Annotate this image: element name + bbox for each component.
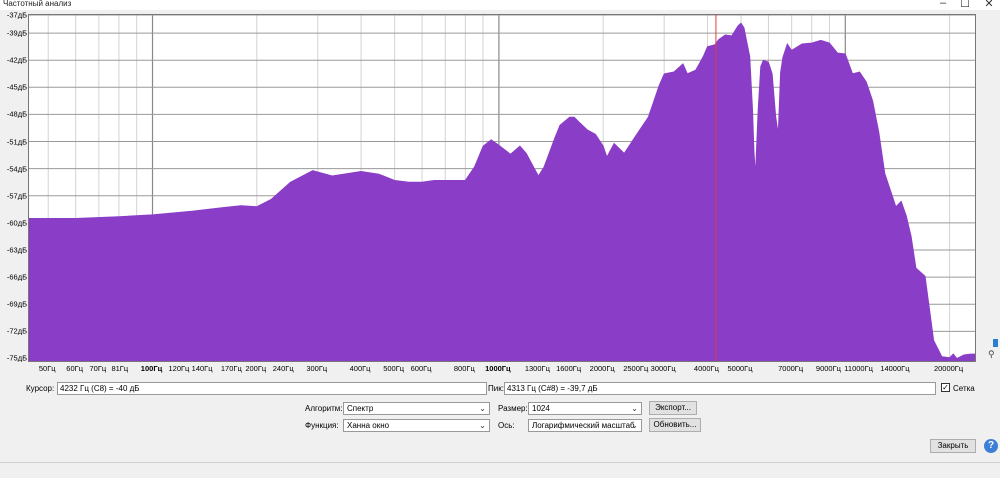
spectrum-chart: [29, 15, 975, 361]
y-tick-label: -60дБ: [6, 218, 27, 228]
refresh-button[interactable]: Обновить...: [649, 418, 701, 432]
peak-field[interactable]: 4313 Гц (C#8) = -39,7 дБ: [504, 382, 936, 395]
title-bar: Частотный анализ – ☐ ✕: [0, 0, 1000, 10]
axis-select[interactable]: Логарифмический масштаб ⌄: [528, 419, 642, 432]
y-tick-label: -69дБ: [6, 299, 27, 309]
y-tick-label: -42дБ: [6, 55, 27, 65]
x-tick-label: 2500Гц: [623, 364, 649, 373]
x-tick-label: 400Гц: [349, 364, 371, 373]
y-tick-label: -45дБ: [6, 82, 27, 92]
x-tick-label: 1300Гц: [524, 364, 550, 373]
y-tick-label: -48дБ: [6, 109, 27, 119]
y-tick-label: -63дБ: [6, 245, 27, 255]
y-tick-label: -75дБ: [6, 353, 27, 363]
grid-checkbox[interactable]: ✓: [941, 383, 950, 392]
maximize-button[interactable]: ☐: [960, 0, 970, 10]
peak-label: Пик:: [488, 384, 504, 393]
y-axis-labels: -37дБ -39дБ -42дБ -45дБ -48дБ -51дБ -54дБ -57дБ…: [0, 10, 27, 363]
y-tick-label: -51дБ: [6, 137, 27, 147]
algorithm-label: Алгоритм:: [305, 404, 343, 413]
axis-label: Ось:: [498, 421, 515, 430]
close-button[interactable]: Закрыть: [930, 439, 976, 453]
y-tick-label: -57дБ: [6, 191, 27, 201]
x-tick-label: 100Гц: [140, 364, 163, 373]
divider: [0, 462, 1000, 463]
chevron-down-icon: ⌄: [479, 421, 486, 430]
x-tick-label: 1000Гц: [485, 364, 511, 373]
x-tick-label: 60Гц: [66, 364, 84, 373]
help-button[interactable]: ?: [984, 439, 998, 453]
x-tick-label: 600Гц: [410, 364, 432, 373]
chevron-down-icon: ⌄: [479, 404, 486, 413]
y-tick-label: -66дБ: [6, 272, 27, 282]
scroll-thumb[interactable]: [993, 339, 998, 347]
y-tick-label: -39дБ: [6, 28, 27, 38]
x-tick-label: 70Гц: [89, 364, 107, 373]
x-tick-label: 300Гц: [306, 364, 328, 373]
y-tick-label: -37дБ: [6, 10, 27, 20]
x-tick-label: 14000Гц: [880, 364, 910, 373]
size-select[interactable]: 1024 ⌄: [528, 402, 642, 415]
x-tick-label: 200Гц: [245, 364, 267, 373]
x-tick-label: 81Гц: [111, 364, 129, 373]
x-tick-label: 170Гц: [220, 364, 242, 373]
x-tick-label: 2000Гц: [589, 364, 615, 373]
chevron-down-icon: ⌄: [631, 421, 638, 430]
zoom-icon[interactable]: ⚲: [988, 349, 995, 359]
x-tick-label: 800Гц: [453, 364, 475, 373]
cursor-label: Курсор:: [26, 384, 55, 393]
vertical-scrollbar[interactable]: [978, 14, 998, 362]
window-title: Частотный анализ: [3, 0, 72, 8]
function-label: Функция:: [305, 421, 339, 430]
x-axis-labels: 50Гц 60Гц 70Гц 81Гц 100Гц 120Гц 140Гц 170Гц 200Г…: [28, 362, 976, 374]
y-tick-label: -72дБ: [6, 326, 27, 336]
x-tick-label: 5000Гц: [727, 364, 753, 373]
x-tick-label: 11000Гц: [844, 364, 873, 373]
x-tick-label: 7000Гц: [778, 364, 804, 373]
grid-label: Сетка: [953, 384, 975, 393]
y-tick-label: -54дБ: [6, 164, 27, 174]
x-tick-label: 9000Гц: [815, 364, 841, 373]
x-tick-label: 1600Гц: [556, 364, 582, 373]
algorithm-value: Спектр: [347, 404, 374, 413]
minimize-button[interactable]: –: [939, 0, 947, 9]
spectrum-area: [29, 22, 975, 361]
x-tick-label: 3000Гц: [650, 364, 676, 373]
function-value: Ханна окно: [347, 421, 390, 430]
export-button[interactable]: Экспорт...: [649, 401, 697, 415]
x-tick-label: 500Гц: [383, 364, 405, 373]
function-select[interactable]: Ханна окно ⌄: [343, 419, 490, 432]
x-tick-label: 120Гц: [168, 364, 190, 373]
chevron-down-icon: ⌄: [631, 404, 638, 413]
x-tick-label: 140Гц: [191, 364, 213, 373]
axis-value: Логарифмический масштаб: [532, 421, 635, 430]
close-window-button[interactable]: ✕: [984, 0, 994, 10]
size-value: 1024: [532, 404, 550, 413]
algorithm-select[interactable]: Спектр ⌄: [343, 402, 490, 415]
x-tick-label: 50Гц: [38, 364, 56, 373]
size-label: Размер:: [498, 404, 528, 413]
cursor-field[interactable]: 4232 Гц (C8) = -40 дБ: [57, 382, 487, 395]
x-tick-label: 4000Гц: [693, 364, 719, 373]
spectrum-plot[interactable]: [28, 14, 976, 362]
x-tick-label: 20000Гц: [933, 364, 964, 373]
x-tick-label: 240Гц: [272, 364, 294, 373]
